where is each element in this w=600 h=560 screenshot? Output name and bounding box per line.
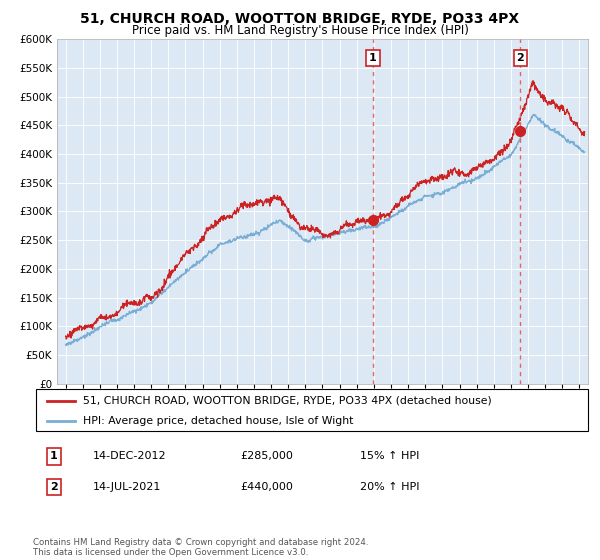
Text: Contains HM Land Registry data © Crown copyright and database right 2024.
This d: Contains HM Land Registry data © Crown c…: [33, 538, 368, 557]
Text: 2: 2: [516, 53, 524, 63]
Text: £440,000: £440,000: [240, 482, 293, 492]
Text: HPI: Average price, detached house, Isle of Wight: HPI: Average price, detached house, Isle…: [83, 416, 353, 426]
Text: 14-JUL-2021: 14-JUL-2021: [93, 482, 161, 492]
Text: 14-DEC-2012: 14-DEC-2012: [93, 451, 167, 461]
Text: 51, CHURCH ROAD, WOOTTON BRIDGE, RYDE, PO33 4PX: 51, CHURCH ROAD, WOOTTON BRIDGE, RYDE, P…: [80, 12, 520, 26]
FancyBboxPatch shape: [36, 389, 588, 431]
Text: 20% ↑ HPI: 20% ↑ HPI: [360, 482, 419, 492]
Text: £285,000: £285,000: [240, 451, 293, 461]
Text: Price paid vs. HM Land Registry's House Price Index (HPI): Price paid vs. HM Land Registry's House …: [131, 24, 469, 37]
Text: 1: 1: [369, 53, 377, 63]
Text: 1: 1: [50, 451, 58, 461]
Text: 15% ↑ HPI: 15% ↑ HPI: [360, 451, 419, 461]
Text: 51, CHURCH ROAD, WOOTTON BRIDGE, RYDE, PO33 4PX (detached house): 51, CHURCH ROAD, WOOTTON BRIDGE, RYDE, P…: [83, 395, 491, 405]
Text: 2: 2: [50, 482, 58, 492]
